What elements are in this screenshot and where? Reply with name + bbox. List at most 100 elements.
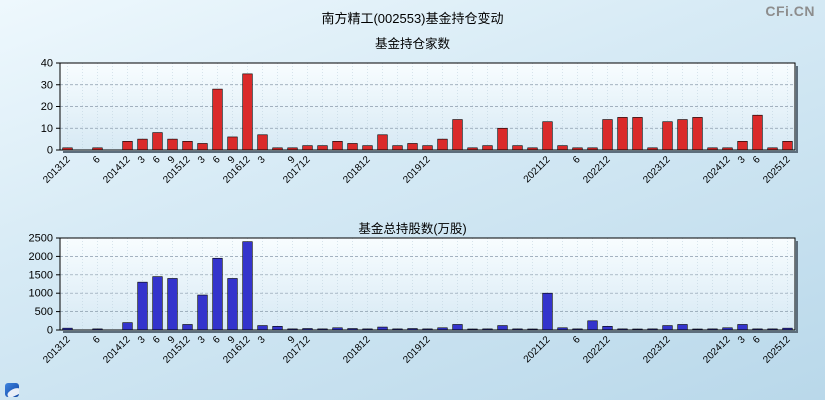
bar <box>272 326 283 331</box>
x-tick-label: 3 <box>256 154 268 166</box>
x-tick-label: 3 <box>136 334 148 346</box>
y-tick-label: 40 <box>41 58 53 70</box>
page-title: 南方精工(002553)基金持仓变动 <box>321 11 504 26</box>
bar <box>497 325 508 331</box>
bar <box>632 117 643 151</box>
x-tick-label: 6 <box>151 154 163 166</box>
x-tick-label: 3 <box>136 154 148 166</box>
bar <box>242 241 253 331</box>
bar <box>182 141 193 151</box>
bar <box>662 121 673 151</box>
bar <box>197 294 208 331</box>
bar <box>557 145 568 151</box>
bar <box>227 136 238 151</box>
x-tick-label: 202112 <box>522 334 553 365</box>
y-tick-label: 0 <box>47 145 53 157</box>
bar <box>737 141 748 151</box>
bar <box>242 73 253 151</box>
x-tick-label: 6 <box>571 334 583 346</box>
bar <box>362 145 373 151</box>
x-tick-label: 201312 <box>41 154 73 186</box>
bar <box>692 117 703 151</box>
bar <box>137 138 148 151</box>
y-tick-label: 30 <box>41 79 53 91</box>
bar <box>377 134 388 151</box>
bar <box>167 278 178 331</box>
bar <box>617 117 628 151</box>
cfi-watermark: CFi.CN <box>765 3 815 19</box>
y-tick-label: 1000 <box>29 288 53 300</box>
bar <box>302 145 313 151</box>
y-tick-label: 500 <box>35 306 53 318</box>
bar <box>152 276 163 331</box>
x-tick-label: 3 <box>736 154 748 166</box>
x-tick-label: 201412 <box>101 154 133 186</box>
y-tick-label: 2500 <box>29 234 53 245</box>
bar <box>662 325 673 331</box>
x-tick-label: 3 <box>196 334 208 346</box>
plot-border <box>59 237 796 331</box>
bar <box>512 145 523 151</box>
bar <box>317 145 328 151</box>
chart2-title: 基金总持股数(万股) <box>358 222 467 236</box>
bar <box>392 145 403 151</box>
bar <box>212 257 223 331</box>
x-tick-label: 6 <box>571 154 583 166</box>
x-tick-label: 3 <box>736 334 748 346</box>
bar <box>182 324 193 331</box>
y-tick-label: 0 <box>47 325 53 337</box>
y-tick-label: 1500 <box>29 269 53 281</box>
x-tick-label: 6 <box>91 334 103 346</box>
bar <box>122 322 133 331</box>
x-tick-label: 6 <box>211 154 223 166</box>
bar <box>152 132 163 151</box>
plot-border <box>59 62 796 151</box>
bar <box>587 320 598 331</box>
bar <box>602 326 613 331</box>
x-tick-label: 202212 <box>581 334 613 366</box>
x-tick-label: 202112 <box>522 154 553 185</box>
bar <box>452 119 463 151</box>
x-tick-label: 201912 <box>401 154 433 186</box>
bar <box>752 114 763 151</box>
y-tick-label: 2000 <box>29 251 53 263</box>
y-tick-label: 10 <box>41 123 53 135</box>
y-tick-label: 20 <box>41 101 53 113</box>
bar <box>677 324 688 331</box>
bar <box>782 141 793 151</box>
x-tick-label: 6 <box>91 154 103 166</box>
x-tick-label: 6 <box>151 334 163 346</box>
x-tick-label: 201312 <box>41 334 73 366</box>
x-tick-label: 201412 <box>101 334 133 366</box>
x-tick-label: 202512 <box>761 334 793 366</box>
x-tick-label: 202212 <box>581 154 613 186</box>
bar <box>677 119 688 151</box>
bar <box>452 324 463 331</box>
bar <box>407 143 418 151</box>
bar <box>227 278 238 331</box>
chart1-title: 基金持仓家数 <box>374 37 450 51</box>
bar <box>197 143 208 151</box>
site-logo-icon <box>5 383 19 397</box>
x-tick-label: 3 <box>256 334 268 346</box>
bar <box>602 119 613 151</box>
logo-swoosh <box>6 386 19 397</box>
x-tick-label: 6 <box>751 154 763 166</box>
x-tick-label: 202412 <box>701 334 733 366</box>
x-tick-label: 201812 <box>341 154 373 186</box>
x-tick-label: 202312 <box>641 154 673 186</box>
bar <box>257 325 268 331</box>
x-tick-label: 202412 <box>701 154 733 186</box>
bar <box>497 127 508 151</box>
bar <box>737 324 748 331</box>
bar <box>542 292 553 331</box>
x-tick-label: 201912 <box>401 334 433 366</box>
bar <box>332 141 343 151</box>
x-tick-label: 202312 <box>641 334 673 366</box>
bar <box>137 281 148 331</box>
bar <box>347 143 358 151</box>
x-tick-label: 6 <box>751 334 763 346</box>
